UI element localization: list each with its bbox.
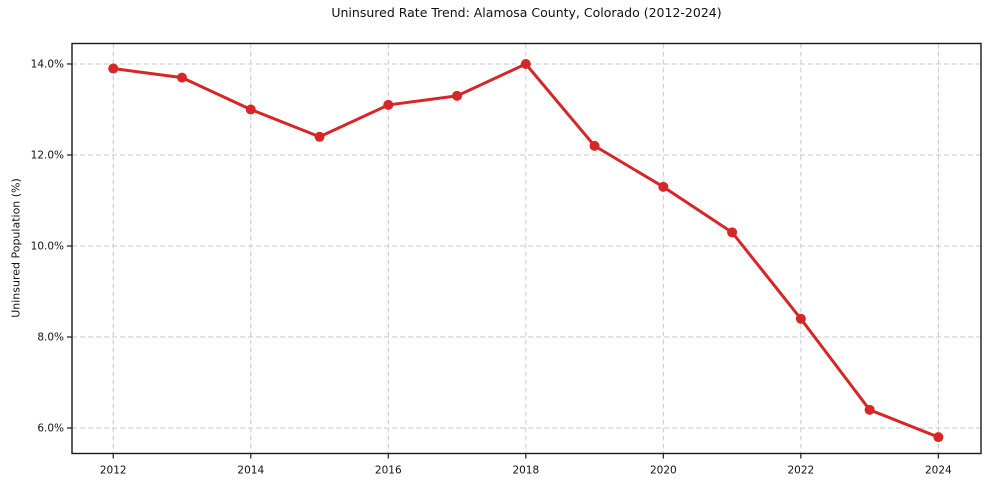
x-tick-label: 2024 bbox=[925, 465, 952, 477]
x-tick-label: 2014 bbox=[237, 465, 264, 477]
x-tick-label: 2016 bbox=[375, 465, 402, 477]
x-tick-label: 2022 bbox=[787, 465, 814, 477]
data-point-2012 bbox=[108, 63, 119, 74]
x-tick-label: 2012 bbox=[100, 465, 127, 477]
data-point-2016 bbox=[383, 99, 394, 110]
y-tick-label: 8.0% bbox=[37, 332, 64, 344]
data-point-2015 bbox=[314, 131, 325, 142]
chart-title: Uninsured Rate Trend: Alamosa County, Co… bbox=[331, 5, 722, 20]
y-tick-label: 10.0% bbox=[31, 240, 64, 252]
data-point-2019 bbox=[589, 140, 600, 151]
y-tick-label: 6.0% bbox=[37, 423, 64, 435]
y-tick-label: 14.0% bbox=[31, 58, 64, 70]
data-point-2017 bbox=[452, 90, 463, 101]
x-tick-label: 2018 bbox=[512, 465, 539, 477]
data-point-2013 bbox=[177, 72, 188, 83]
data-point-2022 bbox=[795, 313, 806, 324]
data-point-2014 bbox=[245, 104, 256, 115]
y-tick-label: 12.0% bbox=[31, 149, 64, 161]
data-point-2023 bbox=[864, 404, 875, 415]
data-point-2020 bbox=[658, 181, 669, 192]
plot-frame bbox=[71, 42, 982, 455]
data-point-2018 bbox=[520, 58, 531, 69]
data-point-2024 bbox=[933, 432, 944, 443]
data-point-2021 bbox=[727, 227, 738, 238]
x-tick-label: 2020 bbox=[650, 465, 677, 477]
